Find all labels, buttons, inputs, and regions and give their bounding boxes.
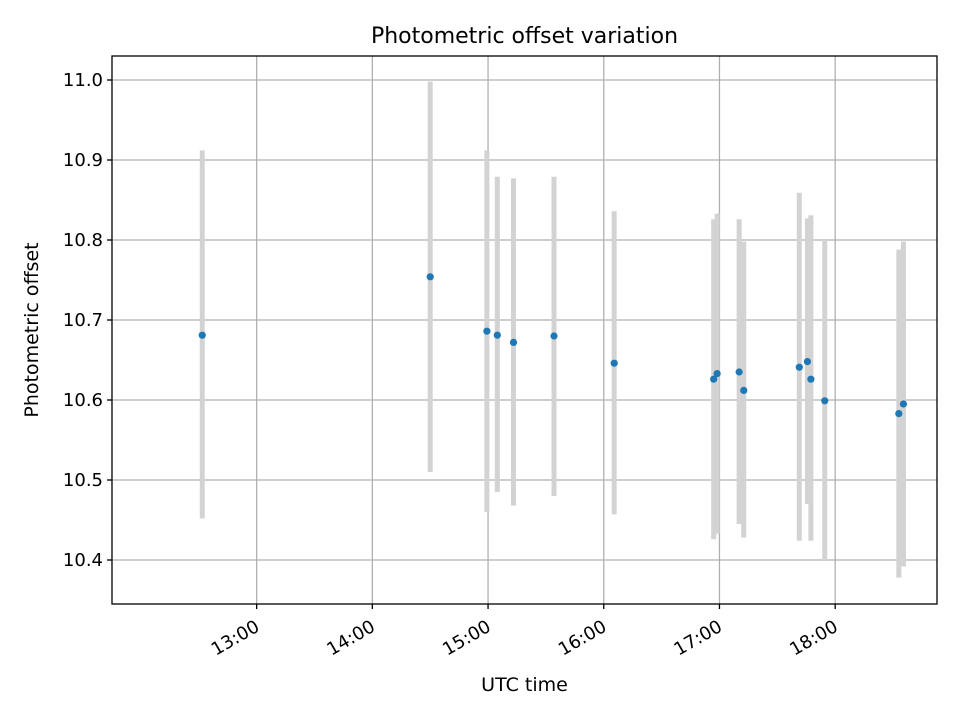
axis-ticks: 13:00 14:00 15:00 16:00 17:00 18:00 10.4 10.5 10…	[63, 70, 842, 660]
data-point	[713, 370, 721, 378]
data-point	[509, 338, 518, 346]
plot-area-frame	[111, 55, 938, 605]
data-point	[198, 331, 206, 339]
data-point	[821, 397, 829, 405]
data-point	[740, 386, 748, 394]
y-axis-label: Photometric offset	[21, 242, 43, 417]
y-tick-label: 10.6	[63, 390, 103, 411]
data-point	[493, 331, 501, 339]
data-point	[710, 375, 718, 383]
error-bars	[199, 81, 906, 578]
x-axis-label: UTC time	[481, 674, 568, 696]
x-tick-label: 16:00	[555, 616, 610, 660]
x-tick-label: 15:00	[439, 616, 494, 660]
x-tick-label: 13:00	[208, 616, 263, 660]
data-point	[795, 363, 803, 371]
y-tick-label: 10.8	[63, 230, 103, 251]
y-tick-label: 11.0	[63, 70, 103, 91]
y-tick-label: 10.9	[63, 150, 103, 171]
y-tick-label: 10.7	[63, 310, 103, 331]
data-point	[735, 368, 743, 376]
data-point	[426, 273, 434, 281]
x-tick-label: 14:00	[323, 616, 378, 660]
data-point	[803, 358, 812, 366]
data-point	[610, 359, 618, 367]
x-tick-label: 17:00	[671, 616, 726, 660]
data-point	[550, 332, 558, 340]
y-tick-label: 10.4	[63, 550, 103, 571]
y-tick-label: 10.5	[63, 470, 103, 491]
chart-title: Photometric offset variation	[371, 24, 678, 49]
data-point	[899, 400, 908, 408]
data-point	[895, 410, 903, 418]
data-points	[198, 273, 908, 418]
data-point	[483, 327, 491, 335]
x-tick-label: 18:00	[786, 616, 841, 660]
data-point	[807, 375, 815, 383]
